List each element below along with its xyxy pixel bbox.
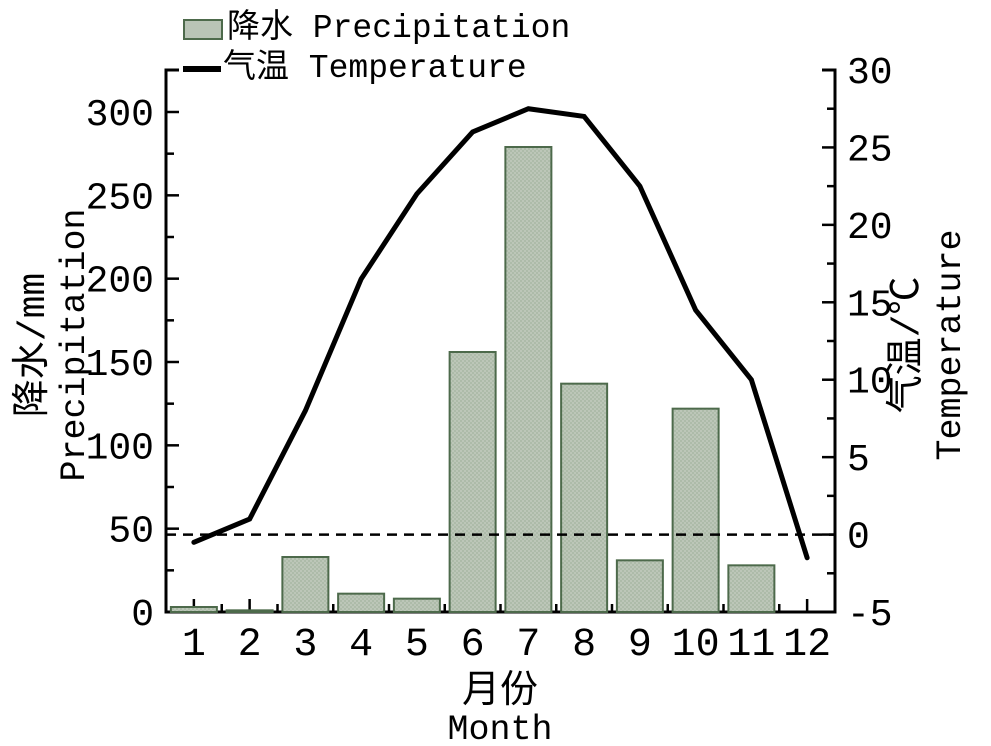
axis-spines	[164, 68, 837, 614]
temperature-line-swatch-icon	[183, 66, 221, 72]
left-tick-label: 200	[86, 261, 154, 304]
right-tick-label: 15	[847, 284, 893, 327]
x-tick-label: 9	[628, 623, 652, 668]
right-axis-title-en: Temperature	[931, 229, 971, 460]
x-tick-label: 11	[727, 623, 775, 668]
left-tick-label: 0	[131, 594, 154, 637]
precipitation-bar	[504, 146, 553, 613]
precipitation-bar	[169, 606, 218, 613]
legend-item-precipitation: 降水 Precipitation	[183, 10, 570, 48]
left-axis-title-en: Precipitation	[55, 208, 95, 481]
x-axis-title-cn: 月份	[462, 670, 538, 714]
precipitation-bar	[392, 597, 441, 614]
temperature-line	[191, 106, 810, 561]
right-tick-label: -5	[847, 594, 893, 637]
x-tick-label: 12	[783, 623, 831, 668]
right-tick-label: 0	[847, 517, 870, 560]
right-tick-label: 25	[847, 129, 893, 172]
x-tick-label: 4	[349, 623, 373, 668]
precipitation-bar	[225, 609, 274, 613]
precipitation-bar	[448, 351, 497, 613]
precipitation-swatch-icon	[183, 18, 223, 40]
left-tick-label: 100	[86, 427, 154, 470]
left-tick-label: 150	[86, 344, 154, 387]
left-tick-label: 250	[86, 177, 154, 220]
x-tick-label: 6	[461, 623, 485, 668]
legend: 降水 Precipitation 气温 Temperature	[183, 10, 570, 88]
x-tick-label: 2	[238, 623, 262, 668]
precipitation-bars	[169, 146, 776, 614]
left-tick-label: 300	[86, 94, 154, 137]
precipitation-bar	[560, 382, 609, 613]
x-tick-label: 1	[182, 623, 206, 668]
right-tick-label: 5	[847, 439, 870, 482]
right-axis-title-cn: 气温/℃	[886, 277, 930, 414]
precipitation-bar	[727, 564, 776, 613]
precipitation-bar	[281, 556, 330, 613]
x-tick-label: 8	[572, 623, 596, 668]
right-tick-label: 30	[847, 52, 893, 95]
x-tick-label: 3	[293, 623, 317, 668]
x-tick-label: 7	[516, 623, 540, 668]
right-tick-label: 10	[847, 362, 893, 405]
legend-precipitation-label: 降水 Precipitation	[227, 10, 571, 47]
precipitation-bar	[337, 592, 386, 614]
x-tick-label: 10	[672, 623, 720, 668]
major-ticks	[166, 68, 835, 614]
precipitation-bar	[671, 407, 720, 613]
legend-item-temperature: 气温 Temperature	[183, 50, 570, 88]
left-tick-label: 50	[108, 511, 154, 554]
precipitation-bar	[615, 559, 664, 613]
legend-temperature-label: 气温 Temperature	[223, 50, 527, 87]
left-axis-title-cn: 降水/mm	[12, 273, 56, 417]
right-tick-label: 20	[847, 207, 893, 250]
x-tick-label: 5	[405, 623, 429, 668]
x-axis-title-en: Month	[447, 710, 552, 746]
minor-ticks	[166, 107, 835, 612]
